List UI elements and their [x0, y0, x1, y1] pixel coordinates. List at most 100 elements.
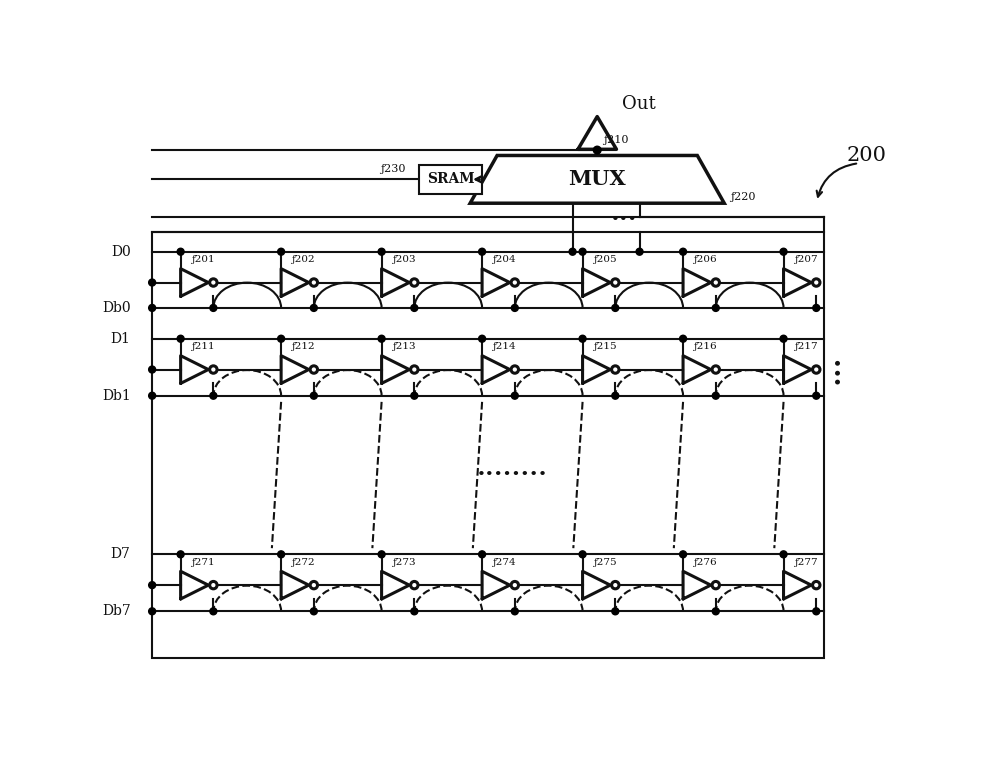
- Circle shape: [780, 551, 787, 558]
- Text: ƒ277: ƒ277: [794, 558, 817, 567]
- Text: ƒ212: ƒ212: [291, 342, 315, 351]
- Text: •••: •••: [830, 355, 847, 385]
- Text: ƒ211: ƒ211: [191, 342, 214, 351]
- Circle shape: [479, 335, 486, 342]
- Circle shape: [210, 304, 217, 311]
- Circle shape: [210, 608, 217, 615]
- Circle shape: [411, 608, 418, 615]
- Circle shape: [712, 365, 719, 373]
- Circle shape: [712, 392, 719, 399]
- Circle shape: [593, 146, 601, 154]
- Circle shape: [511, 278, 519, 286]
- Circle shape: [411, 304, 418, 311]
- Circle shape: [378, 335, 385, 342]
- Circle shape: [411, 392, 418, 399]
- Circle shape: [612, 392, 619, 399]
- Circle shape: [612, 608, 619, 615]
- Circle shape: [278, 248, 285, 255]
- Text: MUX: MUX: [568, 169, 626, 189]
- Circle shape: [149, 304, 156, 311]
- Text: ƒ213: ƒ213: [392, 342, 415, 351]
- Text: ƒ202: ƒ202: [291, 255, 315, 264]
- Polygon shape: [470, 156, 724, 203]
- Circle shape: [680, 335, 687, 342]
- Circle shape: [511, 392, 518, 399]
- Circle shape: [712, 581, 719, 589]
- Circle shape: [612, 581, 619, 589]
- Circle shape: [149, 279, 156, 286]
- Text: ƒ272: ƒ272: [291, 558, 315, 567]
- Circle shape: [411, 278, 418, 286]
- Circle shape: [378, 248, 385, 255]
- Circle shape: [210, 365, 217, 373]
- Text: ƒ210: ƒ210: [603, 136, 629, 146]
- Text: •••: •••: [611, 213, 637, 227]
- Circle shape: [813, 608, 820, 615]
- Circle shape: [511, 365, 519, 373]
- Circle shape: [177, 551, 184, 558]
- Circle shape: [813, 304, 820, 311]
- Circle shape: [177, 248, 184, 255]
- Circle shape: [479, 248, 486, 255]
- Text: Db0: Db0: [102, 301, 131, 315]
- Text: ƒ271: ƒ271: [191, 558, 214, 567]
- Circle shape: [278, 551, 285, 558]
- Text: Db7: Db7: [102, 604, 131, 618]
- Text: Out: Out: [622, 95, 656, 113]
- Text: ƒ203: ƒ203: [392, 255, 415, 264]
- Circle shape: [479, 551, 486, 558]
- Text: ƒ276: ƒ276: [693, 558, 717, 567]
- Circle shape: [310, 392, 317, 399]
- Text: D7: D7: [111, 547, 131, 562]
- Text: ƒ215: ƒ215: [593, 342, 616, 351]
- Circle shape: [210, 392, 217, 399]
- Circle shape: [712, 608, 719, 615]
- Circle shape: [579, 335, 586, 342]
- Circle shape: [636, 248, 643, 255]
- Text: ƒ273: ƒ273: [392, 558, 415, 567]
- Circle shape: [411, 365, 418, 373]
- Circle shape: [378, 551, 385, 558]
- Circle shape: [712, 278, 719, 286]
- Circle shape: [210, 278, 217, 286]
- Circle shape: [612, 304, 619, 311]
- Circle shape: [310, 608, 317, 615]
- Circle shape: [149, 581, 156, 588]
- Circle shape: [680, 248, 687, 255]
- Circle shape: [813, 581, 820, 589]
- Text: ƒ217: ƒ217: [794, 342, 817, 351]
- Circle shape: [511, 581, 519, 589]
- Circle shape: [310, 278, 318, 286]
- Circle shape: [712, 304, 719, 311]
- Circle shape: [149, 392, 156, 399]
- Circle shape: [149, 366, 156, 373]
- Text: SRAM: SRAM: [427, 172, 475, 186]
- Circle shape: [612, 365, 619, 373]
- Circle shape: [612, 278, 619, 286]
- Text: ƒ201: ƒ201: [191, 255, 214, 264]
- Text: ƒ204: ƒ204: [492, 255, 516, 264]
- Circle shape: [813, 392, 820, 399]
- Text: ƒ214: ƒ214: [492, 342, 516, 351]
- Circle shape: [569, 248, 576, 255]
- Circle shape: [278, 335, 285, 342]
- Circle shape: [411, 581, 418, 589]
- Circle shape: [813, 365, 820, 373]
- Text: ••••••••: ••••••••: [477, 468, 548, 482]
- Text: Db1: Db1: [102, 388, 131, 403]
- Circle shape: [310, 581, 318, 589]
- Text: ƒ205: ƒ205: [593, 255, 616, 264]
- Text: D0: D0: [111, 245, 131, 259]
- Circle shape: [511, 304, 518, 311]
- Circle shape: [177, 335, 184, 342]
- Text: ƒ275: ƒ275: [593, 558, 616, 567]
- Circle shape: [511, 608, 518, 615]
- Circle shape: [149, 608, 156, 615]
- Bar: [419, 165, 482, 194]
- Circle shape: [579, 248, 586, 255]
- Circle shape: [210, 581, 217, 589]
- Text: ƒ216: ƒ216: [693, 342, 717, 351]
- Polygon shape: [578, 117, 616, 150]
- Circle shape: [680, 551, 687, 558]
- Circle shape: [780, 248, 787, 255]
